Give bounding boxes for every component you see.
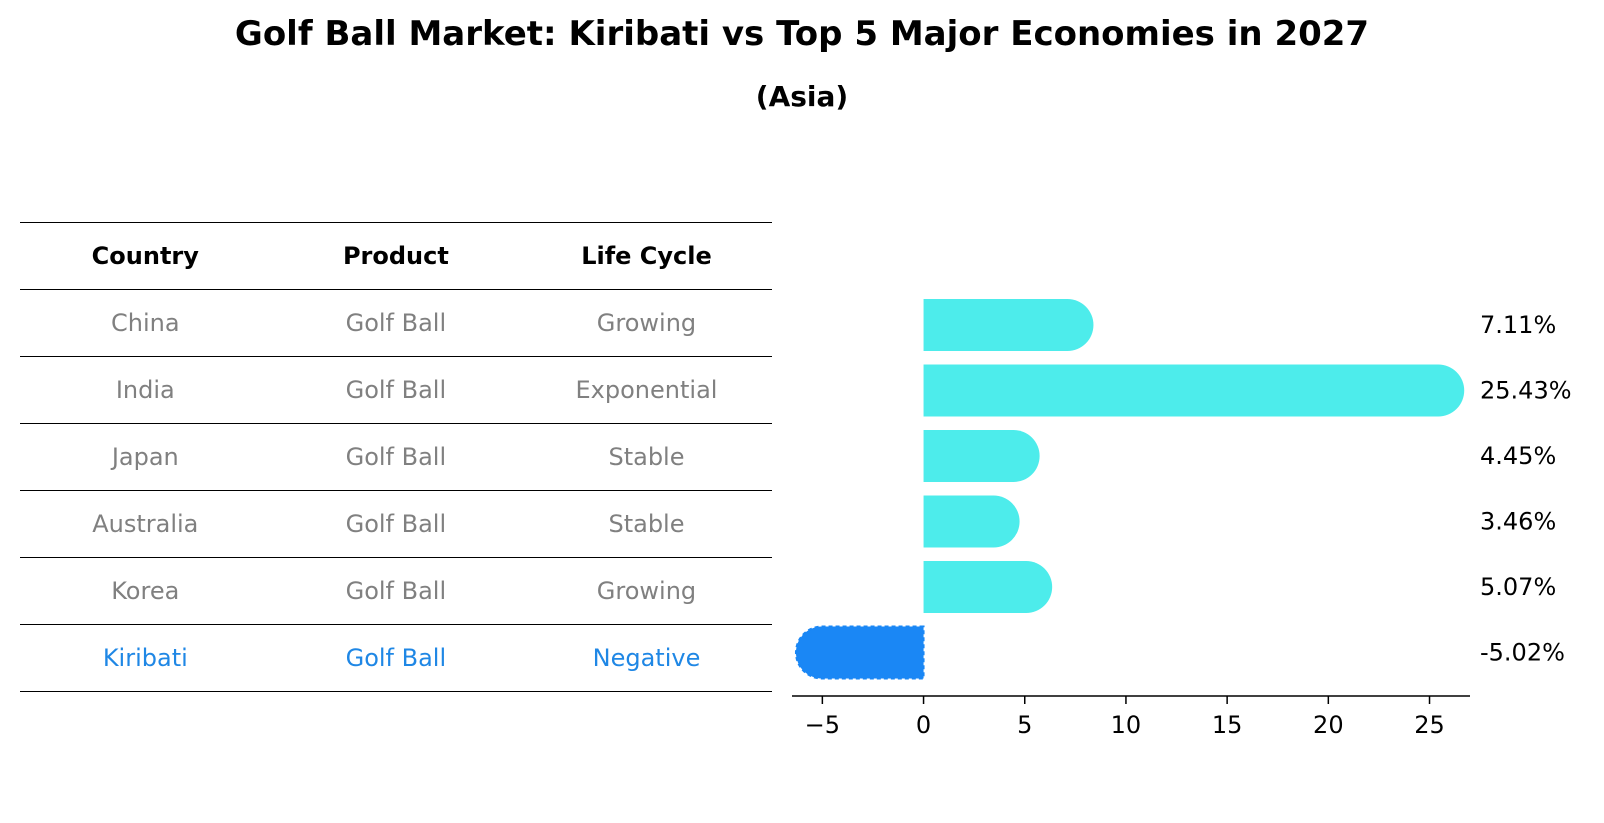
life-cycle-cell: Stable [608,510,685,538]
value-label: 4.45% [1480,442,1556,470]
value-label: -5.02% [1480,639,1565,667]
table-row-highlight: Kiribati Golf Ball Negative [20,625,772,692]
life-cycle-cell: Growing [596,577,697,605]
bar-china [923,299,1094,351]
product-cell: Golf Ball [345,443,447,471]
chart-subtitle: (Asia) [755,80,849,113]
x-tick-label: 0 [916,711,931,739]
bar-japan [923,430,1040,482]
chart-title: Golf Ball Market: Kiribati vs Top 5 Majo… [234,14,1370,54]
bar-korea [923,561,1053,613]
country-cell: China [111,309,180,337]
life-cycle-cell: Growing [596,309,697,337]
value-label: 5.07% [1480,573,1556,601]
product-cell: Golf Ball [345,577,447,605]
table-row: Japan Golf Ball Stable [20,424,772,491]
value-label: 3.46% [1480,508,1556,536]
product-cell: Golf Ball [345,376,447,404]
value-label: 25.43% [1480,377,1572,405]
header-life-cycle: Life Cycle [581,242,712,270]
life-cycle-cell: Stable [608,443,685,471]
table-row: Korea Golf Ball Growing [20,558,772,625]
country-cell: Korea [111,577,180,605]
x-tick-label: 5 [1017,711,1032,739]
country-cell: Japan [111,443,179,471]
table-row: Australia Golf Ball Stable [20,491,772,558]
value-label: 7.11% [1480,311,1556,339]
country-cell: Australia [92,510,199,538]
table-header-row: Country Product Life Cycle [20,222,772,290]
product-cell: Golf Ball [345,510,447,538]
x-tick-label: 10 [1111,711,1142,739]
comparison-table: Country Product Life Cycle China Golf Ba… [20,222,772,692]
product-cell: Golf Ball [345,644,447,672]
life-cycle-cell: Exponential [575,376,718,404]
x-tick-label: 20 [1313,711,1344,739]
x-tick-label: −5 [805,711,840,739]
life-cycle-cell: Negative [592,644,701,672]
x-tick-label: 25 [1414,711,1445,739]
country-cell: India [115,376,175,404]
table-row: India Golf Ball Exponential [20,357,772,424]
header-product: Product [342,242,449,270]
header-country: Country [91,242,199,270]
country-cell: Kiribati [102,644,188,672]
bar-india [923,364,1465,417]
table-row: China Golf Ball Growing [20,290,772,357]
x-tick-label: 15 [1212,711,1243,739]
product-cell: Golf Ball [345,309,447,337]
bar-australia [923,495,1020,548]
bar-kiribati [794,625,925,680]
